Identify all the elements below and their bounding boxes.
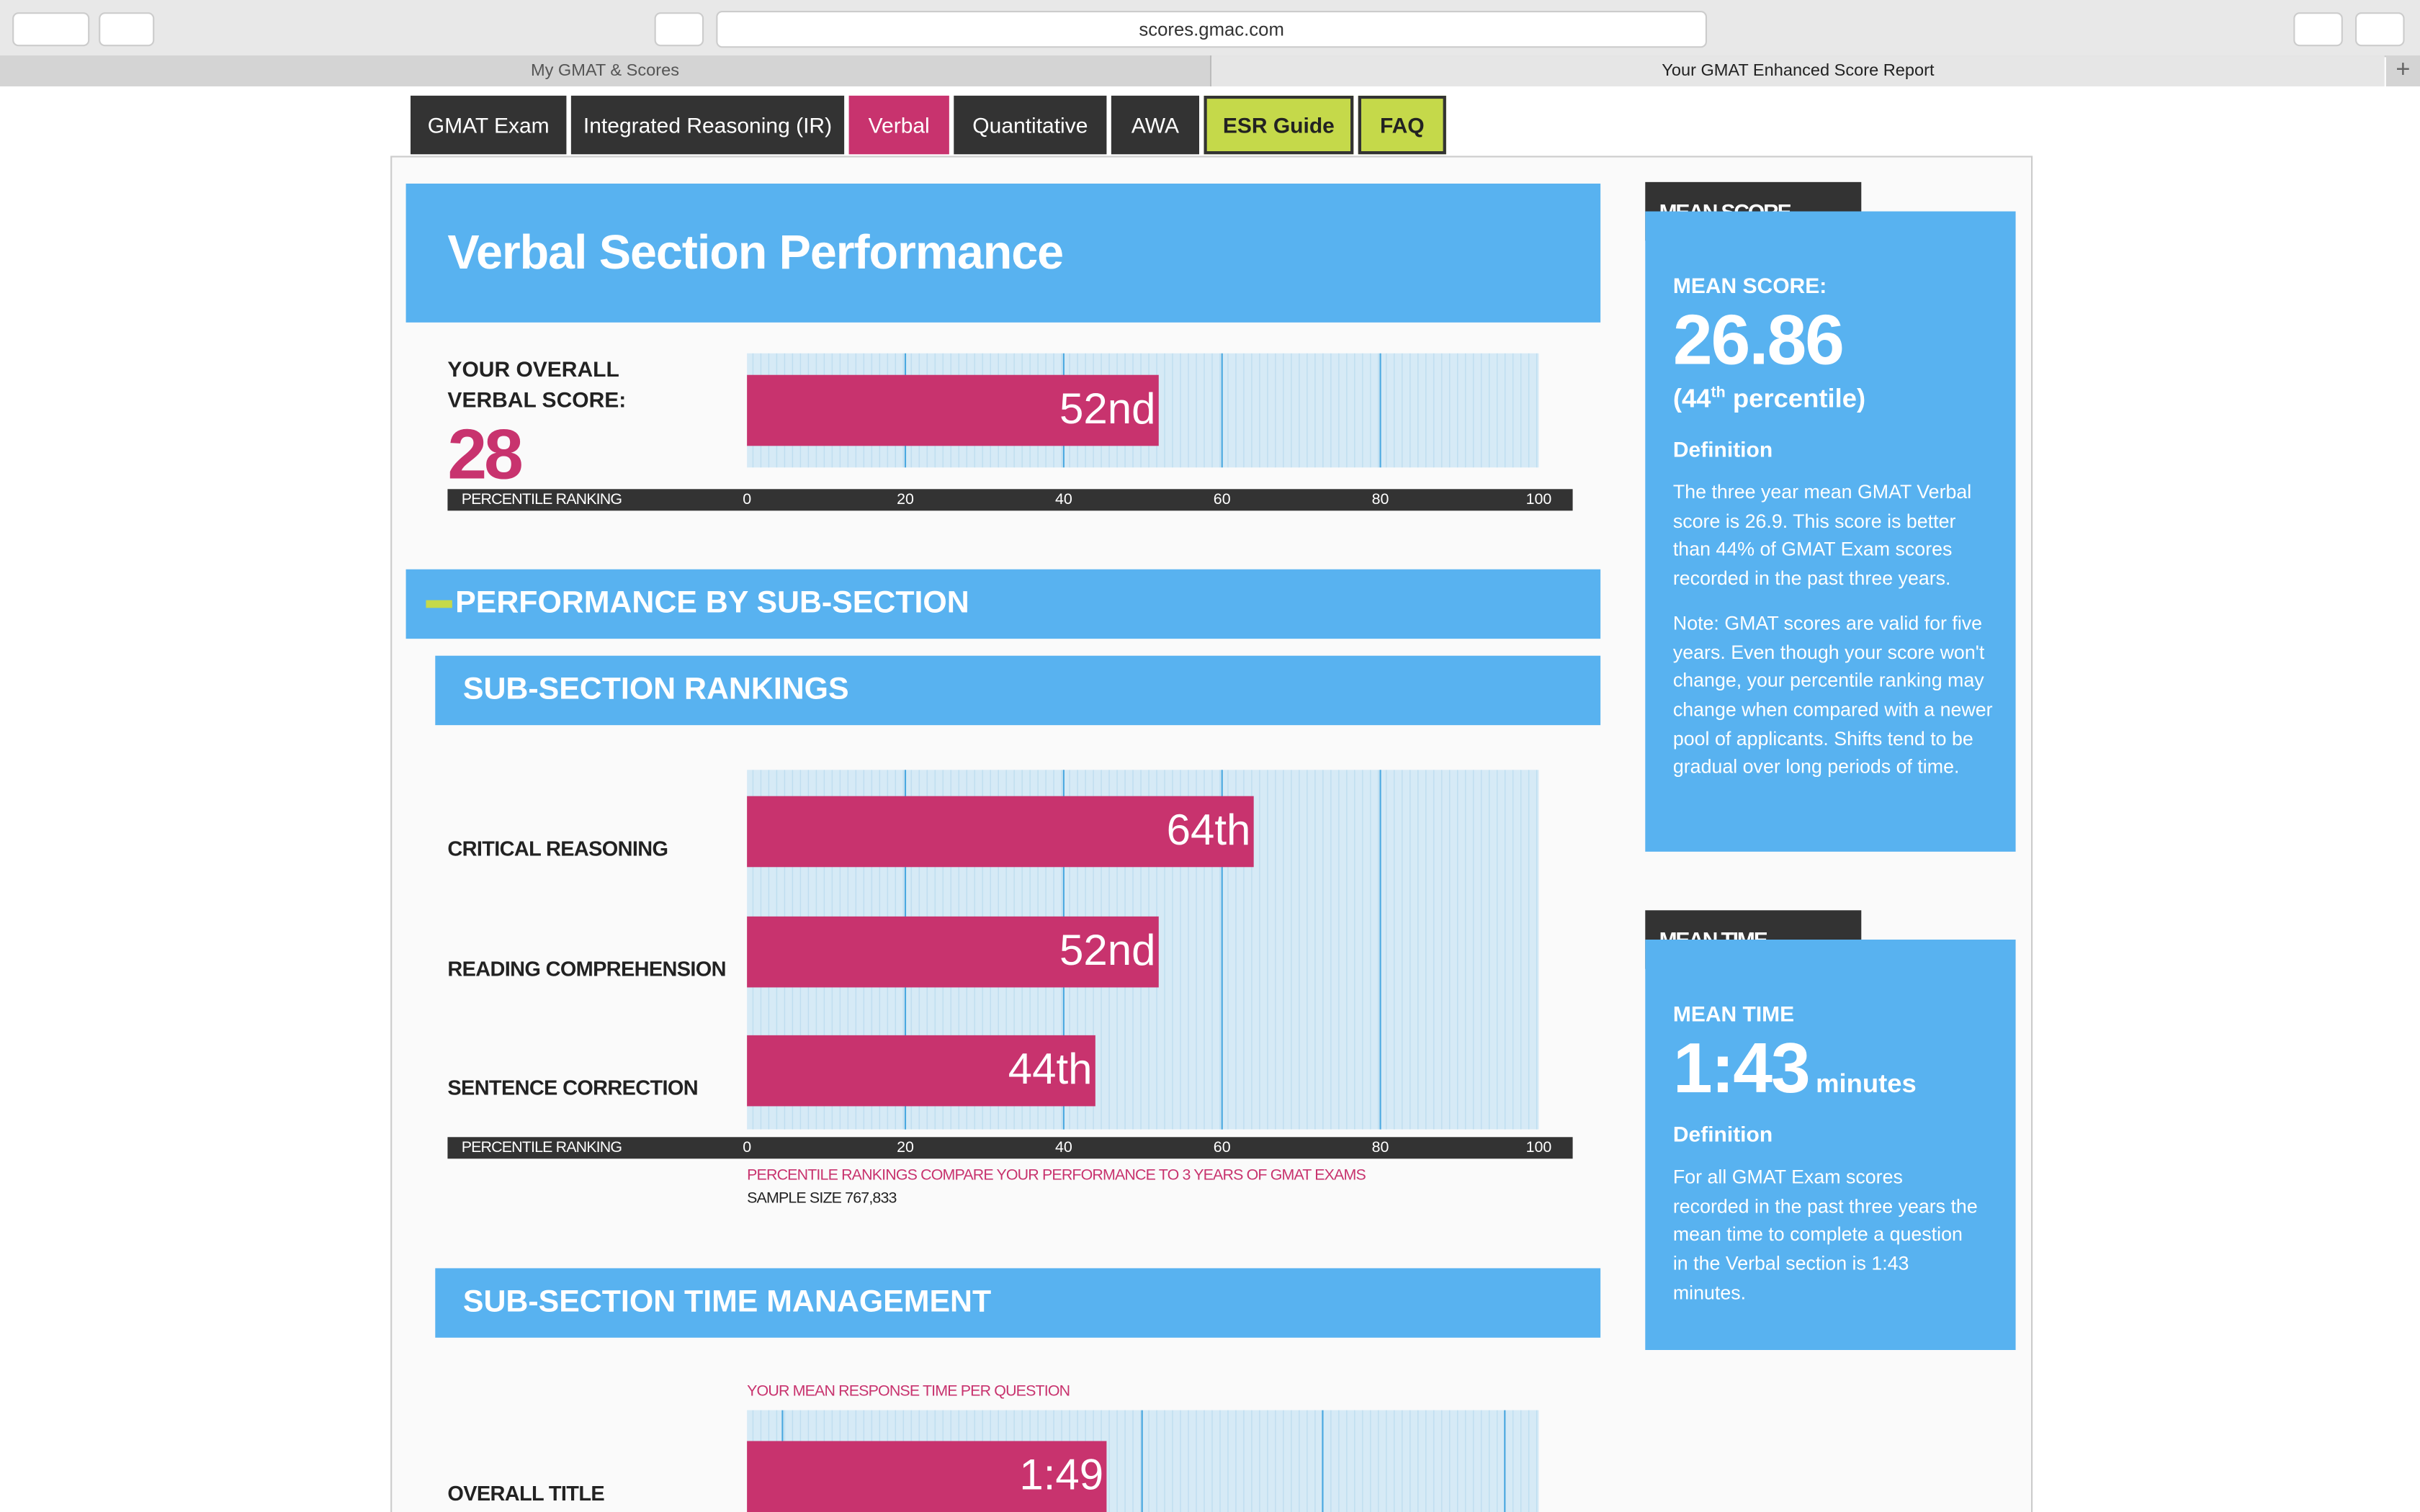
category-label: READING COMPREHENSION [447, 958, 725, 981]
tabs-button[interactable] [2355, 12, 2405, 47]
sidebar-card: MEAN TIME 1:43 minutes Definition For al… [1645, 940, 2016, 1350]
overall-score: 28 [447, 413, 523, 494]
new-tab[interactable]: + [2385, 55, 2420, 86]
axis-label: PERCENTILE RANKING [462, 1138, 622, 1156]
x-tick-label: 100 [1526, 1138, 1552, 1156]
paragraph: For all GMAT Exam scores recorded in the… [1672, 1166, 1978, 1304]
paragraph: Note: GMAT scores are valid for five yea… [1672, 612, 1993, 778]
sidebar-button[interactable] [99, 12, 155, 47]
value-label: 52nd [1059, 926, 1155, 974]
bar [747, 1035, 1095, 1107]
category-label: CRITICAL REASONING [447, 837, 668, 860]
section-header: PERFORMANCE BY SUB-SECTION [405, 569, 1601, 639]
bar [747, 1441, 1107, 1512]
tab-active[interactable]: Your GMAT Enhanced Score Report [1211, 55, 2385, 86]
value-label: 52nd [1059, 384, 1155, 433]
category-label: SENTENCE CORRECTION [447, 1076, 698, 1099]
text: th [1711, 384, 1726, 402]
x-tick-label: 80 [1372, 490, 1389, 508]
axis-bar [447, 489, 1573, 511]
definition: For all GMAT Exam scores recorded in the… [1673, 1164, 1982, 1323]
x-tick-label: 20 [897, 1138, 914, 1156]
card-percentile: (44th percentile) [1673, 384, 1865, 415]
x-tick-label: 100 [1526, 490, 1552, 508]
accent [426, 600, 452, 608]
sidebar-card: MEAN SCORE: 26.86 (44th percentile) Defi… [1645, 211, 2016, 852]
card-value: 26.86 [1672, 299, 1845, 380]
x-tick-label: 20 [897, 490, 914, 508]
value-label: 1:49 [1019, 1451, 1103, 1499]
nav-tab-active[interactable]: Verbal [848, 95, 949, 155]
chart-note: PERCENTILE RANKINGS COMPARE YOUR PERFORM… [747, 1166, 1366, 1184]
tab[interactable]: My GMAT & Scores [0, 55, 1212, 86]
section-title: Verbal Section Performance [405, 183, 1601, 323]
nav-tab[interactable]: Integrated Reasoning (IR) [570, 95, 845, 155]
nav-tab[interactable]: Quantitative [954, 95, 1107, 155]
address-bar[interactable]: scores.gmac.com [716, 11, 1708, 48]
share-button[interactable] [2293, 12, 2343, 47]
card-value: 1:43 [1672, 1027, 1811, 1108]
subsection-header: SUB-SECTION TIME MANAGEMENT [435, 1268, 1601, 1338]
x-tick-label: 40 [1055, 490, 1072, 508]
axis-label: PERCENTILE RANKING [462, 490, 622, 508]
text: (44 [1672, 384, 1711, 414]
back-forward[interactable] [12, 12, 90, 47]
extension-button[interactable] [654, 12, 704, 47]
text: percentile) [1732, 384, 1866, 414]
bar [747, 796, 1254, 868]
x-tick-label: 0 [743, 1138, 751, 1156]
category-label: YOUR OVERALL VERBAL SCORE: [447, 356, 627, 413]
value-label: 64th [1167, 806, 1251, 854]
chart-note: SAMPLE SIZE 767,833 [747, 1189, 896, 1207]
nav-tab[interactable]: GMAT Exam [411, 95, 567, 155]
axis-bar [447, 1137, 1573, 1159]
bar [747, 916, 1159, 988]
x-tick-label: 0 [743, 490, 751, 508]
subsection-header: SUB-SECTION RANKINGS [435, 655, 1601, 726]
x-tick-label: 80 [1372, 1138, 1389, 1156]
definition-heading: Definition [1672, 1121, 1773, 1147]
bar [747, 374, 1159, 446]
card-label: MEAN SCORE: [1672, 273, 1827, 298]
x-tick-label: 60 [1214, 490, 1231, 508]
value-label: 44th [1008, 1045, 1093, 1093]
x-tick-label: 40 [1055, 1138, 1072, 1156]
card-label: MEAN TIME [1672, 1001, 1795, 1026]
nav-tab[interactable]: AWA [1111, 95, 1199, 155]
definition-heading: Definition [1672, 436, 1773, 462]
paragraph: The three year mean GMAT Verbal score is… [1672, 481, 1972, 590]
card-unit: minutes [1816, 1069, 1917, 1099]
nav-tab[interactable]: FAQ [1358, 95, 1446, 155]
definition: The three year mean GMAT Verbal score is… [1673, 478, 1997, 798]
chart-title: YOUR MEAN RESPONSE TIME PER QUESTION [747, 1382, 1070, 1400]
nav-tab[interactable]: ESR Guide [1204, 95, 1354, 155]
category-label: OVERALL TITLE [447, 1482, 604, 1506]
x-tick-label: 60 [1214, 1138, 1231, 1156]
card-value-row: 1:43 minutes [1673, 1026, 1917, 1110]
